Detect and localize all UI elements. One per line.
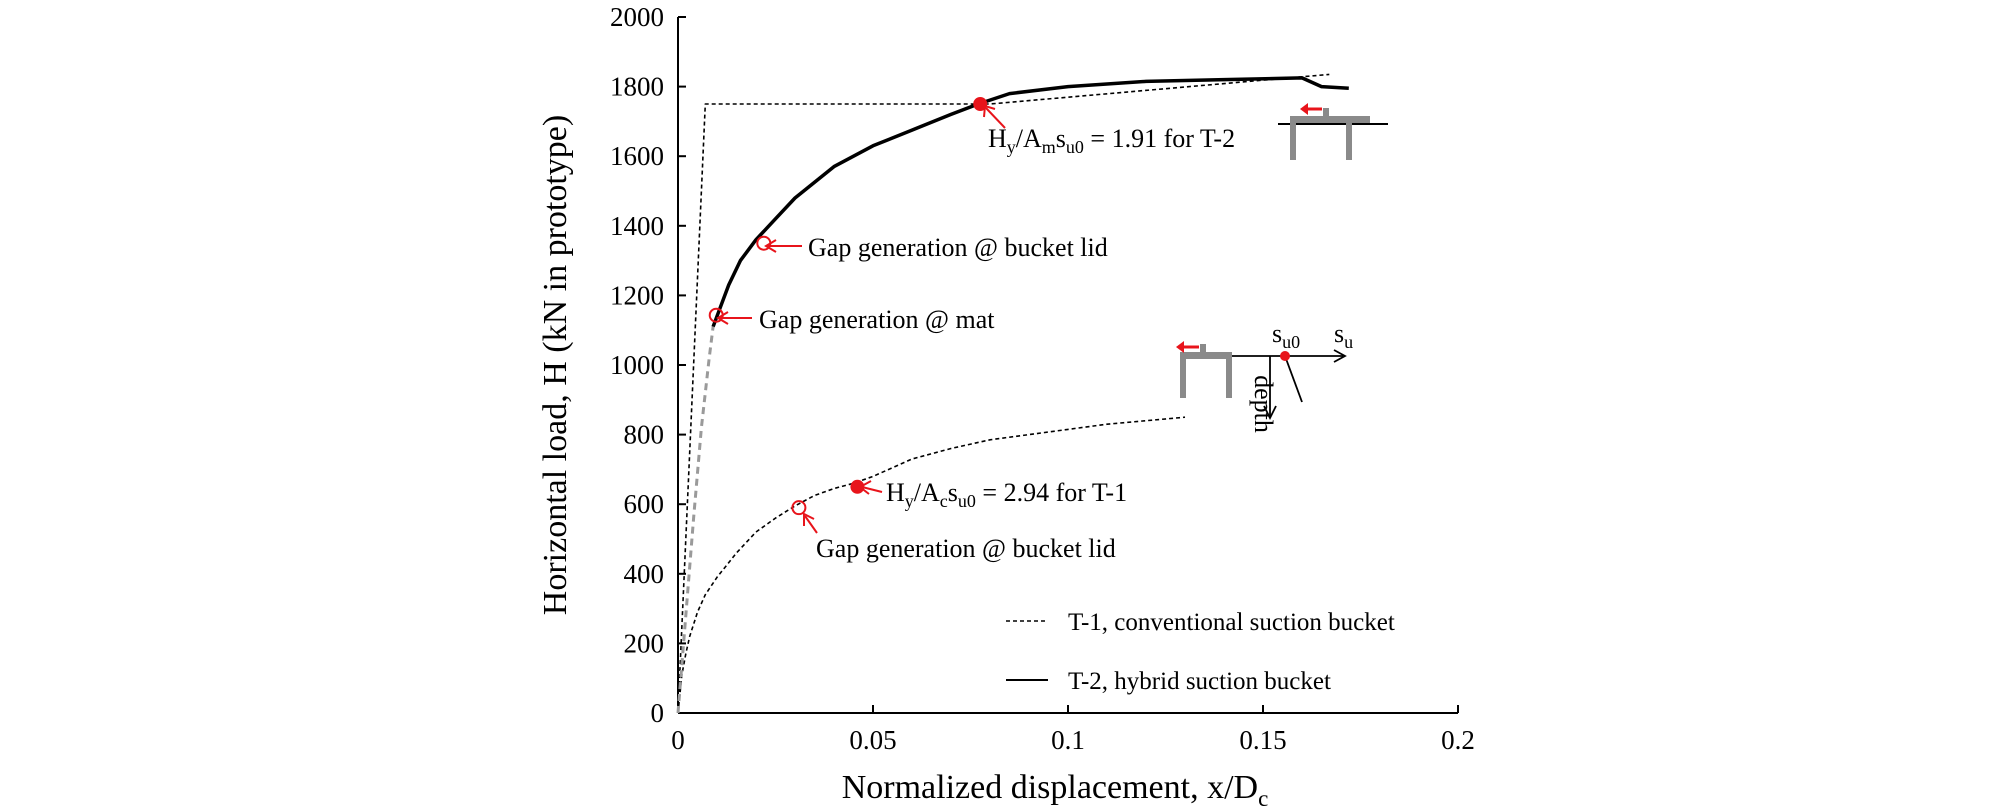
annotation-gap-mat-t2: Gap generation @ mat: [759, 305, 995, 334]
yield-t1-u0: u0: [958, 491, 976, 511]
y-tick-label: 1400: [610, 211, 664, 241]
legend-label-t2: T-2, hybrid suction bucket: [1068, 668, 1331, 695]
y-tick-label: 1200: [610, 280, 664, 310]
hybrid-bucket-icon: [1278, 103, 1388, 160]
yield-t2-A: /A: [1016, 124, 1042, 153]
y-tick-label: 2000: [610, 2, 664, 32]
y-tick-label: 1000: [610, 350, 664, 380]
x-tick-label: 0.15: [1239, 725, 1286, 755]
x-tick-label: 0.2: [1441, 725, 1475, 755]
su0-point: [1280, 351, 1290, 361]
y-axis-title: Horizontal load, H (kN in prototype): [537, 115, 574, 615]
x-tick-label: 0.05: [849, 725, 896, 755]
yield-t1-H: H: [886, 478, 905, 507]
series-line-0: [677, 416, 1186, 714]
arrow-gap-lid-t1-head: [803, 512, 815, 526]
annotation-arrows: [716, 104, 1006, 534]
su-label: su: [1334, 319, 1353, 352]
su0-label-s: s: [1272, 319, 1282, 348]
series-line-1: [677, 73, 1330, 714]
x-axis-title-main: Normalized displacement, x/D: [842, 769, 1258, 806]
yield-t2-u0: u0: [1066, 137, 1084, 157]
x-axis-title-sub: c: [1258, 786, 1268, 808]
arrow-gap-mat-t2-head: [716, 311, 729, 325]
series-layer: [676, 73, 1349, 714]
su0-label-sub: u0: [1282, 332, 1300, 352]
annotation-gap-lid-t1: Gap generation @ bucket lid: [816, 534, 1116, 563]
yield-t1-A: /A: [914, 478, 940, 507]
y-tick-label: 0: [651, 698, 665, 728]
yield-t2-rest: = 1.91 for T-2: [1084, 124, 1235, 153]
yield-t1-c: c: [940, 491, 948, 511]
yield-t2-H: H: [988, 124, 1007, 153]
x-tick-label: 0.1: [1051, 725, 1085, 755]
annotation-yield-t2: Hy/Amsu0 = 1.91 for T-2: [988, 124, 1235, 157]
series-line-3: [676, 326, 715, 714]
yield-t1-y: y: [905, 491, 914, 511]
y-tick-label: 1800: [610, 72, 664, 102]
su-label-sub: u: [1344, 332, 1353, 352]
yield-t1-rest: = 2.94 for T-1: [976, 478, 1127, 507]
marker-gap-bucket-lid-t1: [791, 500, 807, 516]
arrow-yield-t2-head: [983, 104, 996, 118]
y-tick-label: 600: [624, 489, 665, 519]
series-line-2: [711, 76, 1349, 328]
arrow-gap-lid-t1: [804, 515, 818, 534]
axis-ticks: 0 200 400 600 800 1000 1200 1400 1600 1800 2000 0 0.…: [610, 2, 1475, 755]
legend: T-1, conventional suction bucket T-2, hy…: [1006, 609, 1395, 695]
depth-label: depth: [1249, 375, 1278, 433]
arrow-gap-lid-t2-head: [764, 239, 777, 253]
yield-t2-y: y: [1007, 137, 1016, 157]
yield-t2-s: s: [1056, 124, 1066, 153]
yield-t1-s: s: [948, 478, 958, 507]
annotation-yield-t1: Hy/Acsu0 = 2.94 for T-1: [886, 478, 1127, 511]
su-label-s: s: [1334, 319, 1344, 348]
legend-label-t1: T-1, conventional suction bucket: [1068, 609, 1395, 636]
arrow-yield-t1-head: [858, 480, 872, 495]
arrow-yield-t1: [861, 486, 883, 493]
su0-label: su0: [1272, 319, 1300, 352]
strength-profile-diagram: [1232, 349, 1347, 421]
yield-t2-m: m: [1042, 137, 1056, 157]
conventional-bucket-icon: [1176, 341, 1232, 398]
y-tick-label: 400: [624, 559, 665, 589]
x-tick-label: 0: [671, 725, 685, 755]
y-tick-label: 1600: [610, 141, 664, 171]
annotation-gap-lid-t2: Gap generation @ bucket lid: [808, 233, 1108, 262]
arrow-yield-t2: [985, 107, 1006, 129]
x-axis-title: Normalized displacement, x/Dc: [842, 769, 1269, 808]
y-tick-label: 800: [624, 420, 665, 450]
marker-yield-t2: [973, 97, 988, 111]
y-tick-label: 200: [624, 628, 665, 658]
